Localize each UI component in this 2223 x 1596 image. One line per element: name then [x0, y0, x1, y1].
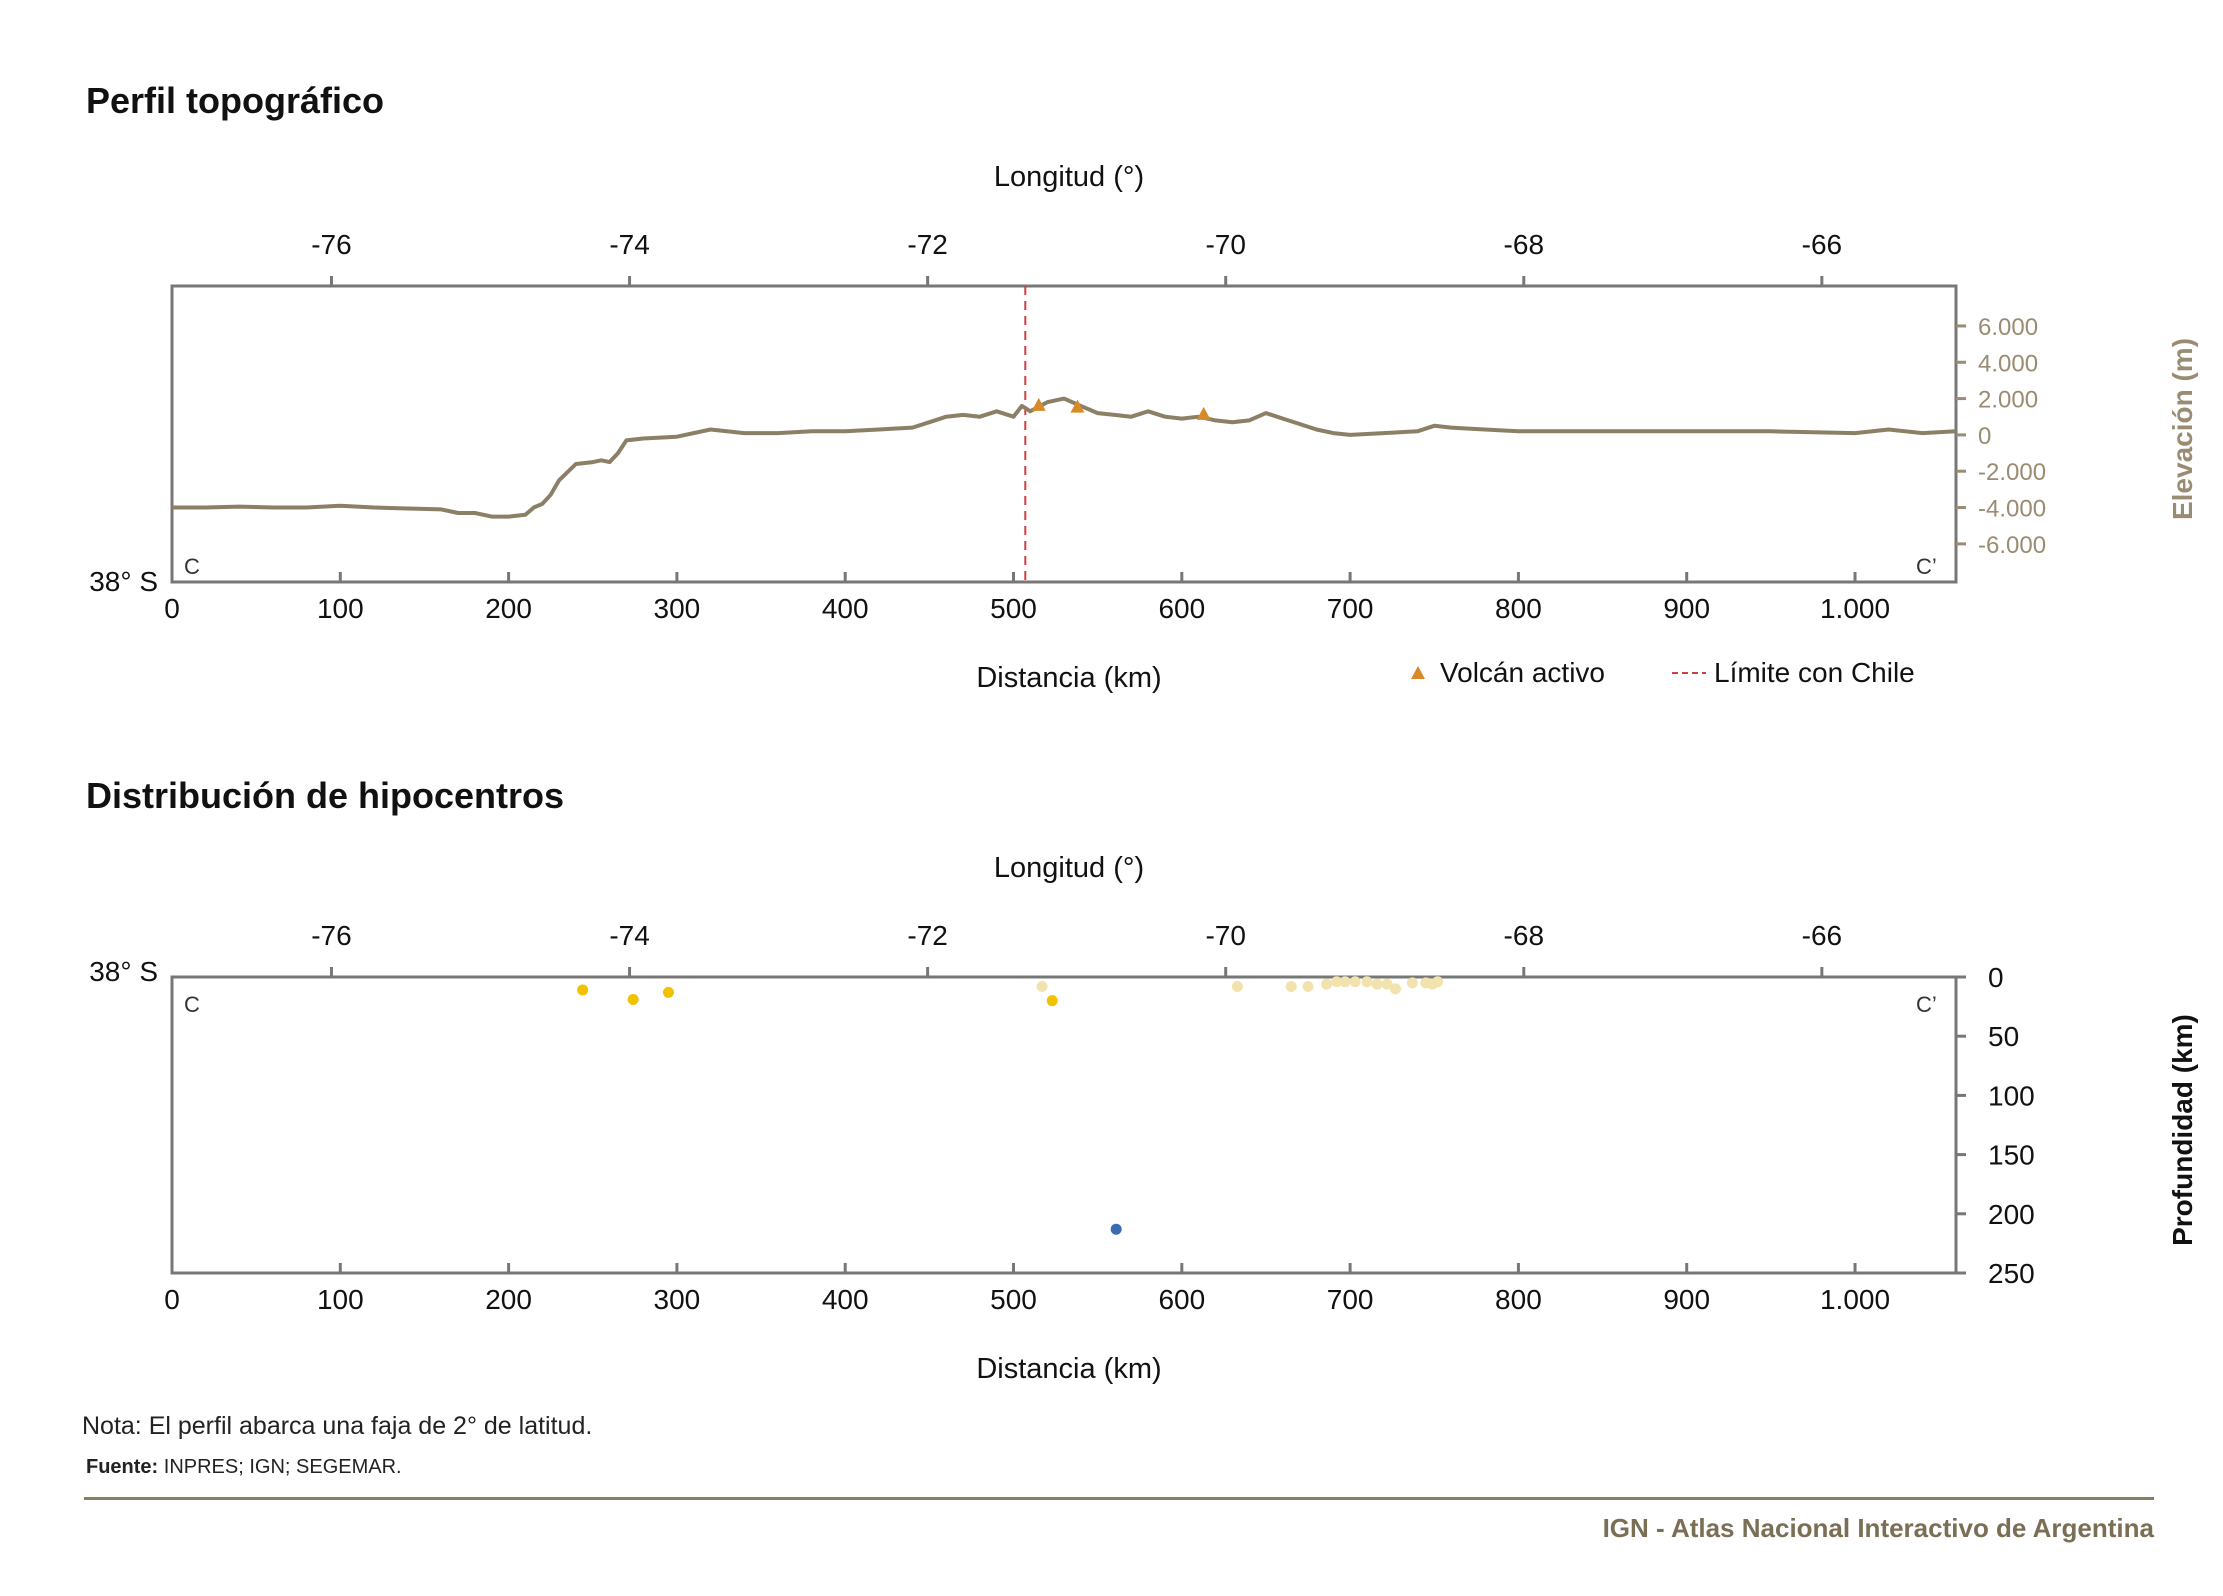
lon-axis-title: Longitud (°) — [994, 161, 1144, 193]
footer-credit: IGN - Atlas Nacional Interactivo de Arge… — [1602, 1513, 2154, 1543]
hypocenter-point-light — [1390, 983, 1402, 995]
end-label-c-prime: C’ — [1916, 992, 1937, 1017]
elevation-tick-label: 0 — [1978, 423, 1991, 450]
hypocenter-point-light — [1381, 978, 1393, 990]
hypocenter-point-light — [1349, 976, 1361, 988]
lon-tick-label: -76 — [311, 229, 351, 260]
lon-tick-label: -70 — [1205, 229, 1245, 260]
active-volcano-marker — [1070, 399, 1085, 413]
hypocenter-point-light — [1036, 980, 1048, 992]
legend-chile-label: Límite con Chile — [1714, 657, 1915, 688]
hypocenter-point-light — [1339, 976, 1351, 988]
x-tick-label: 1.000 — [1820, 1284, 1890, 1315]
elevation-tick-label: 2.000 — [1978, 387, 2038, 414]
active-volcano-marker — [1196, 406, 1211, 420]
x-tick-label: 300 — [654, 1284, 701, 1315]
end-label-c-prime: C’ — [1916, 554, 1937, 579]
elevation-profile-line — [172, 396, 1957, 519]
x-tick-label: 200 — [485, 593, 532, 624]
elevation-tick-label: -2.000 — [1978, 459, 2046, 486]
lon-tick-label: -68 — [1504, 920, 1544, 951]
x-tick-label: 800 — [1495, 593, 1542, 624]
profile-note: Nota: El perfil abarca una faja de 2° de… — [82, 1412, 593, 1440]
depth-axis-title: Profundidad (km) — [2167, 1014, 2198, 1246]
x-tick-label: 500 — [990, 593, 1037, 624]
x-tick-label: 400 — [822, 593, 869, 624]
source-label: Fuente: — [86, 1456, 159, 1478]
x-axis-title: Distancia (km) — [976, 1353, 1161, 1385]
x-tick-label: 900 — [1663, 1284, 1710, 1315]
x-tick-label: 0 — [164, 593, 180, 624]
lon-tick-label: -66 — [1802, 229, 1842, 260]
active-volcano-marker — [1031, 397, 1046, 411]
lon-tick-label: -72 — [907, 920, 947, 951]
hypocenter-point-light — [1371, 978, 1383, 990]
source-text: INPRES; IGN; SEGEMAR. — [158, 1456, 402, 1478]
lon-tick-label: -74 — [609, 229, 649, 260]
latitude-label: 38° S — [89, 956, 158, 987]
hypocenter-point-yellow — [577, 984, 589, 996]
hypocenter-point-yellow — [1046, 995, 1058, 1007]
lon-axis-title: Longitud (°) — [994, 852, 1144, 884]
elevation-axis-title: Elevación (m) — [2167, 338, 2198, 520]
x-tick-label: 200 — [485, 1284, 532, 1315]
depth-tick-label: 200 — [1988, 1199, 2035, 1230]
hypocenter-point-light — [1432, 976, 1444, 988]
lon-tick-label: -70 — [1205, 920, 1245, 951]
hypocenter-point-light — [1231, 980, 1243, 992]
x-tick-label: 800 — [1495, 1284, 1542, 1315]
x-tick-label: 500 — [990, 1284, 1037, 1315]
depth-tick-label: 100 — [1988, 1080, 2035, 1111]
plot-frame — [170, 975, 1958, 1275]
hypocenter-point-yellow — [627, 993, 639, 1005]
elevation-tick-label: 4.000 — [1978, 350, 2038, 377]
depth-tick-label: 50 — [1988, 1021, 2019, 1052]
hypocenter-point-deep — [1110, 1223, 1122, 1235]
x-tick-label: 100 — [317, 1284, 364, 1315]
lon-tick-label: -72 — [907, 229, 947, 260]
legend-volcano-label: Volcán activo — [1440, 657, 1605, 688]
hypocenter-point-light — [1361, 976, 1373, 988]
x-tick-label: 0 — [164, 1284, 180, 1315]
x-tick-label: 300 — [654, 593, 701, 624]
x-tick-label: 700 — [1327, 593, 1374, 624]
depth-tick-label: 0 — [1988, 962, 2004, 993]
x-axis-title: Distancia (km) — [976, 662, 1161, 694]
hypocenter-point-light — [1321, 978, 1333, 990]
elevation-tick-label: 6.000 — [1978, 314, 2038, 341]
legend-volcano-icon — [1411, 666, 1425, 679]
hypocenter-point-light — [1302, 980, 1314, 992]
x-tick-label: 600 — [1158, 593, 1205, 624]
x-tick-label: 400 — [822, 1284, 869, 1315]
x-tick-label: 600 — [1158, 1284, 1205, 1315]
x-tick-label: 100 — [317, 593, 364, 624]
hypocenter-point-light — [1406, 977, 1418, 989]
hypocenter-point-yellow — [662, 986, 674, 998]
start-label-c: C — [184, 554, 200, 579]
hypocenter-point-light — [1331, 976, 1343, 988]
hypocenter-point-light — [1285, 980, 1297, 992]
depth-tick-label: 250 — [1988, 1258, 2035, 1289]
footer-rule — [84, 1497, 2154, 1500]
latitude-label: 38° S — [89, 566, 158, 597]
x-tick-label: 900 — [1663, 593, 1710, 624]
depth-tick-label: 150 — [1988, 1140, 2035, 1171]
x-tick-label: 1.000 — [1820, 593, 1890, 624]
profile-title: Perfil topográfico — [86, 80, 385, 121]
lon-tick-label: -66 — [1802, 920, 1842, 951]
hypocenter-title: Distribución de hipocentros — [86, 775, 565, 816]
lon-tick-label: -68 — [1504, 229, 1544, 260]
elevation-tick-label: -4.000 — [1978, 496, 2046, 523]
lon-tick-label: -76 — [311, 920, 351, 951]
lon-tick-label: -74 — [609, 920, 649, 951]
source-note: Fuente: INPRES; IGN; SEGEMAR. — [86, 1456, 402, 1479]
start-label-c: C — [184, 992, 200, 1017]
elevation-tick-label: -6.000 — [1978, 532, 2046, 559]
x-tick-label: 700 — [1327, 1284, 1374, 1315]
